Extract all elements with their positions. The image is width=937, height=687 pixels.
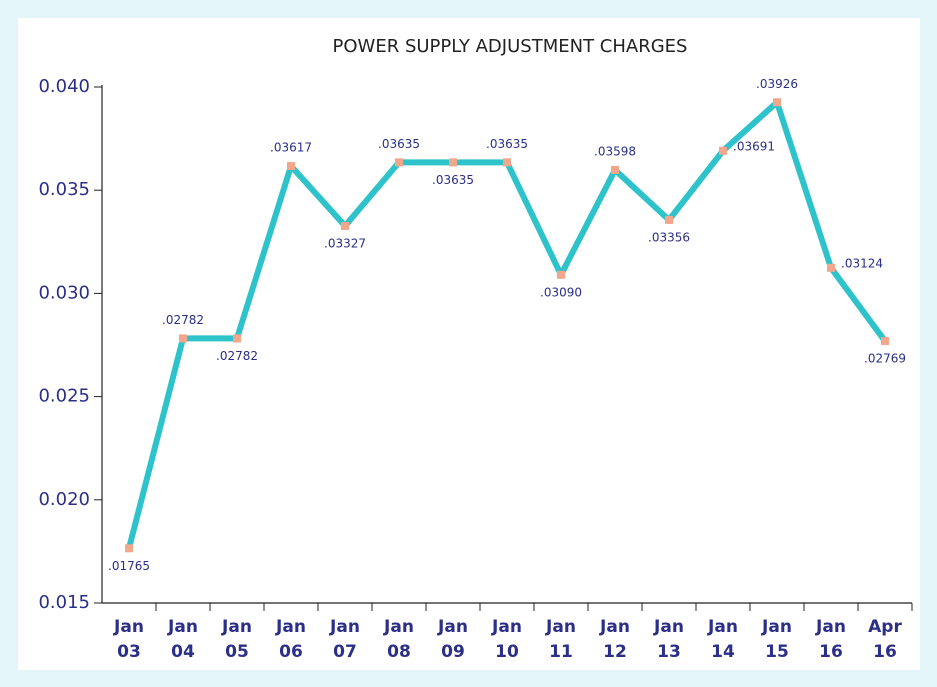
y-tick-label: 0.035 [38, 179, 90, 200]
data-label: .03617 [270, 141, 312, 155]
marker [719, 146, 727, 155]
x-tick-label: Jan 03 [113, 617, 144, 662]
x-tick-label: Jan 04 [167, 617, 198, 662]
x-tick-label: Jan 12 [599, 617, 630, 662]
marker [287, 162, 295, 171]
marker [611, 165, 619, 174]
marker [665, 215, 673, 224]
marker [557, 270, 565, 279]
marker [881, 337, 889, 346]
marker [341, 221, 349, 230]
marker [179, 334, 187, 343]
x-tick-label: Jan 13 [653, 617, 684, 662]
data-label: .03598 [594, 144, 636, 158]
x-tick-label: Jan 08 [383, 617, 414, 662]
data-label: .03635 [378, 137, 420, 151]
y-tick-label: 0.040 [38, 76, 90, 97]
y-tick-label: 0.015 [38, 592, 90, 613]
y-tick-label: 0.025 [38, 386, 90, 407]
y-tick-label: 0.030 [38, 282, 90, 303]
data-label: .03090 [540, 285, 582, 299]
marker [233, 334, 241, 343]
chart-title: POWER SUPPLY ADJUSTMENT CHARGES [333, 36, 688, 57]
x-tick-label: Jan 05 [221, 617, 252, 662]
data-label: .03926 [756, 77, 798, 91]
data-label: .02782 [216, 349, 258, 363]
marker [125, 544, 133, 553]
x-tick-label: Jan 11 [545, 617, 576, 662]
marker [449, 158, 457, 167]
data-label: .02769 [864, 352, 906, 366]
data-label: .02782 [162, 313, 204, 327]
data-label: .03635 [486, 137, 528, 151]
data-label: .03691 [733, 139, 775, 153]
x-tick-label: Jan 14 [707, 617, 738, 662]
x-tick-label: Jan 09 [437, 617, 468, 662]
x-tick-label: Jan 06 [275, 617, 306, 662]
y-tick-label: 0.020 [38, 489, 90, 510]
marker [503, 158, 511, 167]
marker [395, 158, 403, 167]
data-label: .03124 [841, 256, 883, 270]
marker [773, 98, 781, 107]
x-tick-label: Jan 10 [491, 617, 522, 662]
x-tick-label: Jan 07 [329, 617, 360, 662]
x-tick-label: Jan 15 [761, 617, 792, 662]
data-label: .03356 [648, 230, 690, 244]
data-label: .03327 [324, 236, 366, 250]
data-label: .03635 [432, 173, 474, 187]
x-tick-label: Apr 16 [868, 617, 902, 662]
data-label: .01765 [108, 559, 150, 573]
marker [827, 263, 835, 272]
x-tick-label: Jan 16 [815, 617, 846, 662]
panel [18, 18, 920, 670]
